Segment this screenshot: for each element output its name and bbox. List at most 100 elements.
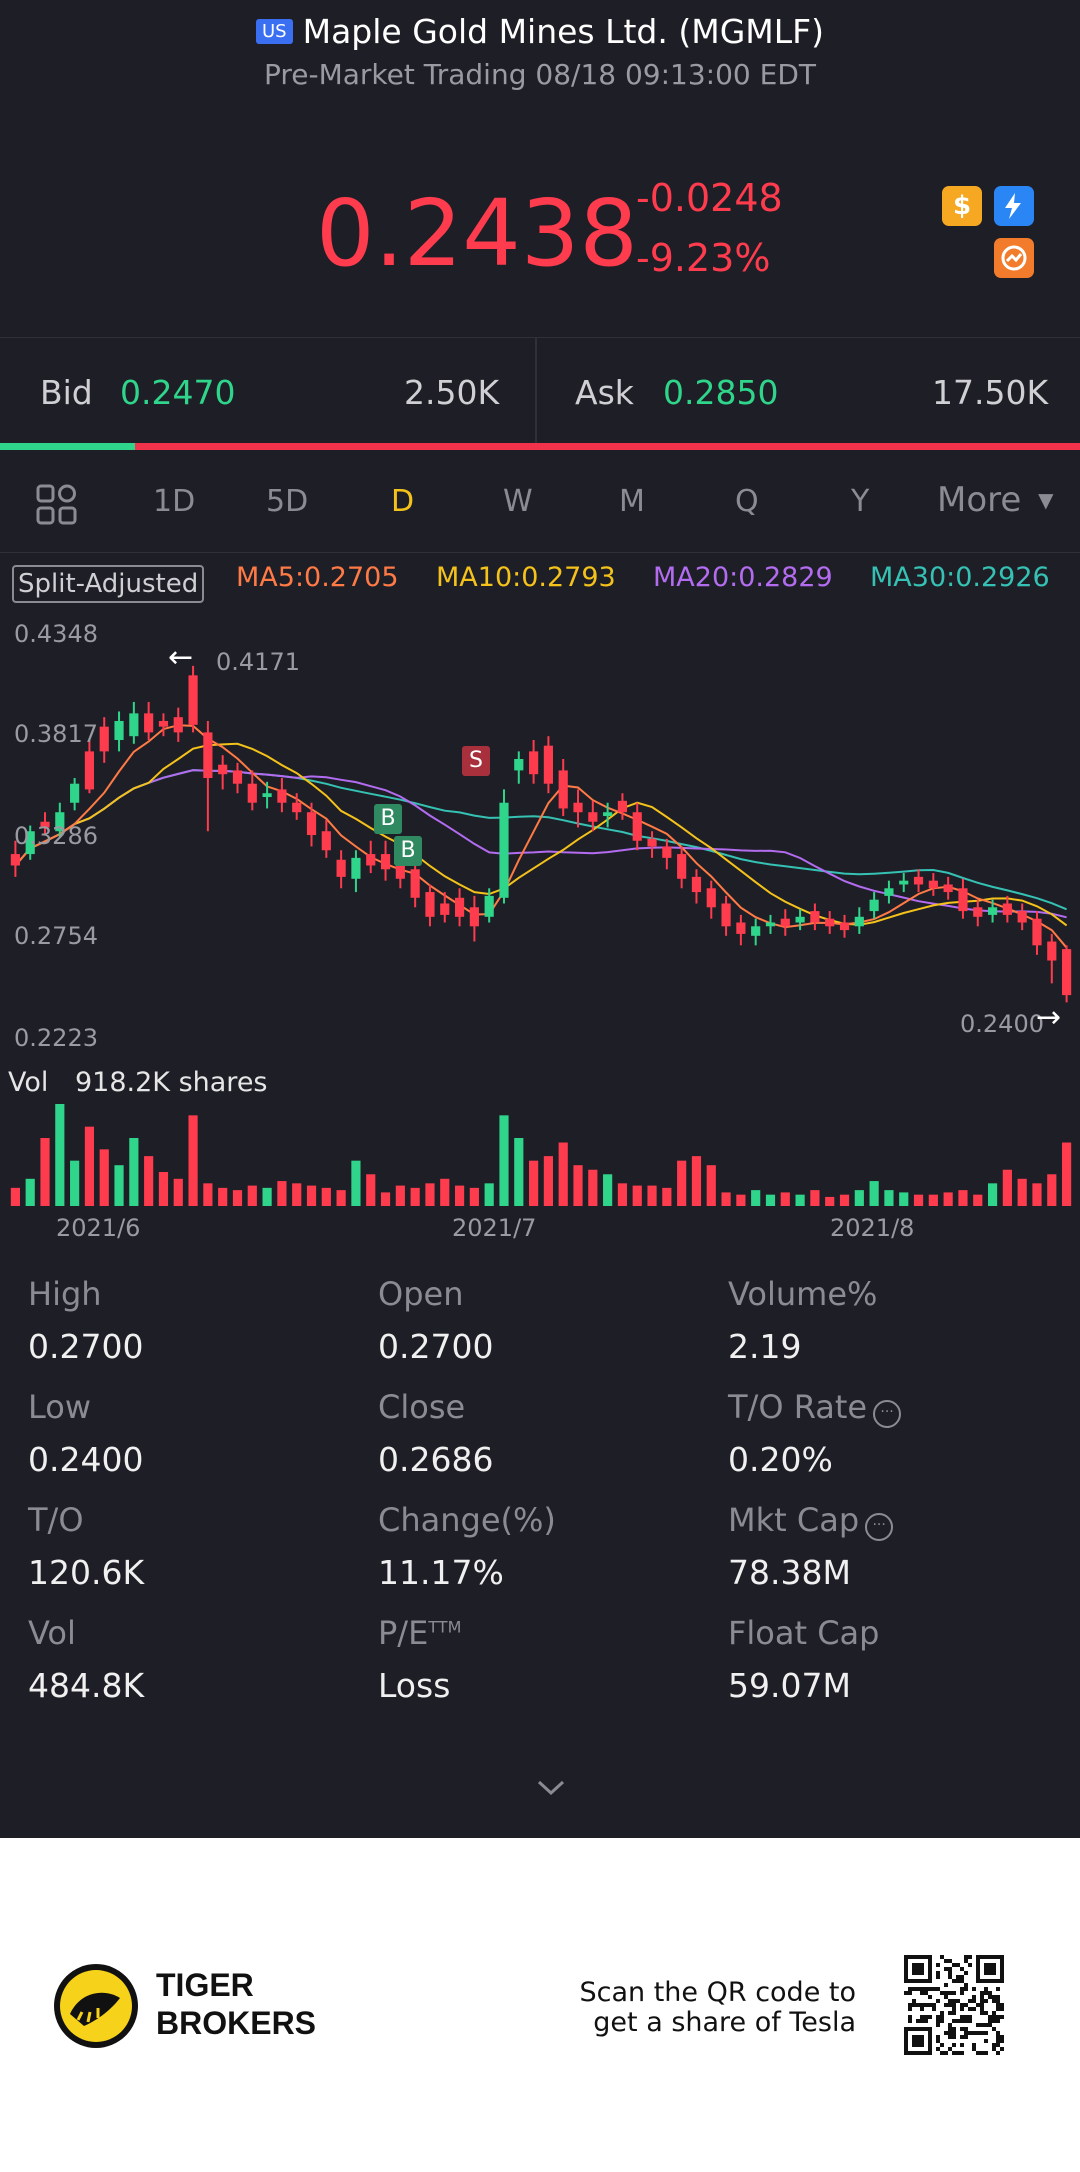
volume-bar [114,1165,124,1206]
qr-module [996,2007,1000,2011]
stock-title: US Maple Gold Mines Ltd. (MGMLF) [0,12,1080,51]
chart-icon[interactable] [994,238,1034,278]
price-change: -0.0248 [636,176,783,220]
y-tick: 0.2754 [14,922,98,950]
qr-module [916,2003,920,2007]
stat-label-text: Mkt Cap [728,1501,860,1539]
stat-value: 120.6K [28,1553,145,1592]
tab-1d[interactable]: 1D [153,484,196,519]
y-tick: 0.3817 [14,720,98,748]
candle-body [543,745,553,784]
tab-5d[interactable]: 5D [266,484,309,519]
split-adjusted-toggle[interactable]: Split-Adjusted [12,565,205,603]
volume-bar [958,1190,968,1206]
qr-module [908,2019,912,2023]
bid-label: Bid [40,373,93,412]
flash-icon[interactable] [994,186,1034,226]
qr-module [980,2003,984,2007]
stat-label-text: Float Cap [728,1614,880,1652]
candle-body [292,802,302,813]
more-tab[interactable]: More ▼ [937,480,1054,520]
volume-bar [10,1187,20,1206]
candle-body [928,880,938,889]
buy-marker[interactable]: B [394,836,422,866]
qr-module [924,2019,928,2023]
candle-body [765,922,776,927]
stat-value: 2.19 [728,1327,802,1366]
qr-module [964,2031,968,2035]
qr-module [908,2015,912,2019]
qr-module [940,2019,944,2023]
candle-body [40,821,50,828]
qr-module [996,2015,1000,2019]
qr-module [944,1959,948,1963]
divider [0,552,1080,553]
volume-bar [1062,1142,1072,1206]
candle-body [484,895,494,917]
qr-module [948,1975,952,1979]
qr-module [936,2035,940,2039]
qr-module [952,2035,956,2039]
qr-module [920,2007,924,2011]
volume-bar [543,1156,553,1206]
tab-w[interactable]: W [503,484,533,519]
volume-bar [721,1192,731,1206]
more-info-icon[interactable]: ··· [865,1513,894,1541]
candle-body [1002,903,1012,915]
tab-y[interactable]: Y [851,484,870,519]
qr-module [948,2003,952,2007]
volume-bar [218,1187,228,1206]
qr-module [996,2039,1000,2043]
volume-bar [899,1192,909,1206]
candle-body [351,857,361,879]
tab-q[interactable]: Q [735,484,759,519]
stat-label-text: Volume% [728,1275,878,1313]
candle-body [514,758,524,771]
qr-module [948,2027,952,2031]
ma30-label: MA30:0.2926 [870,562,1050,593]
tab-m[interactable]: M [619,484,645,519]
qr-module [972,1999,976,2003]
candle-body [662,846,672,858]
volume-bar [188,1115,198,1206]
qr-module [964,1955,968,1959]
scan-line-2: get a share of Tesla [593,2007,856,2038]
candle-body [839,922,850,931]
divider [535,337,537,445]
volume-bar [1002,1169,1012,1206]
candle-body [1032,918,1042,946]
qr-module [920,1987,924,1991]
qr-module [948,2047,952,2051]
qr-code[interactable] [904,1955,1004,2055]
qr-module [932,1987,936,1991]
candle-body [114,720,124,740]
y-tick: 0.3286 [14,822,98,850]
layout-grid-icon[interactable] [36,484,78,530]
market-badge: US [255,19,293,44]
qr-module [920,2003,924,2007]
more-info-icon[interactable]: ··· [873,1400,902,1428]
qr-module [944,2031,948,2035]
buy-marker[interactable]: B [374,804,402,834]
qr-module [940,1955,944,1959]
kline-chart[interactable] [0,600,1080,1250]
tab-d[interactable]: D [391,484,415,519]
stat-label-text: Change(%) [378,1501,556,1539]
candle-body [899,880,909,885]
stock-name: Maple Gold Mines Ltd. (MGMLF) [302,12,824,51]
qr-module [952,1979,956,1983]
stat-value: 0.2700 [28,1327,144,1366]
scan-promo-text: Scan the QR code to get a share of Tesla [560,1978,856,2038]
bid-ask-ratio-bar [0,443,1080,450]
volume-bar [514,1138,524,1206]
candle-body [603,812,613,817]
sell-marker[interactable]: S [462,746,490,776]
qr-module [952,2011,956,2015]
stat-label: T/O [28,1501,84,1539]
candle-body [795,916,805,923]
qr-module [980,2011,984,2015]
qr-module [928,2015,932,2019]
chevron-down-icon[interactable] [536,1778,566,1802]
dollar-icon[interactable]: $ [942,186,982,226]
candle-body [218,764,228,775]
